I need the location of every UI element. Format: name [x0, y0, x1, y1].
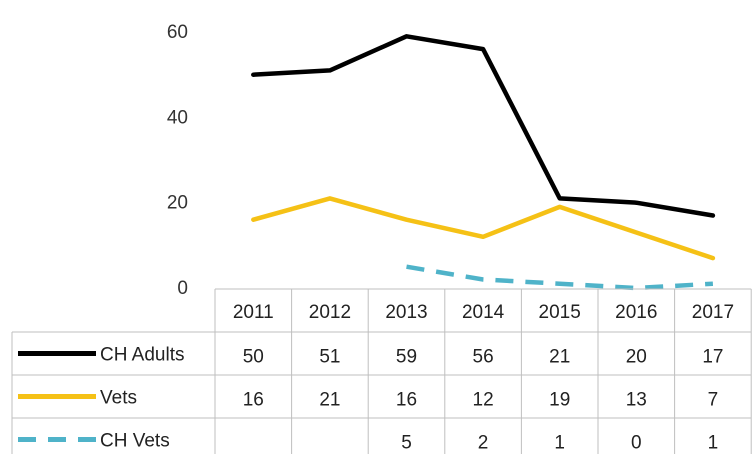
table-value: 7	[708, 390, 719, 411]
category-label: 2012	[309, 302, 351, 323]
series-name: CH Adults	[100, 345, 184, 366]
category-label: 2013	[385, 302, 427, 323]
table-value: 56	[473, 347, 494, 368]
series-name: CH Vets	[100, 431, 170, 452]
series-line-vets	[251, 196, 716, 261]
table-value: 59	[396, 347, 417, 368]
table-value: 13	[626, 390, 647, 411]
series-lines	[251, 34, 716, 291]
data-table-grid	[11, 288, 752, 454]
table-value: 16	[396, 390, 417, 411]
table-value: 21	[549, 347, 570, 368]
series-name: Vets	[100, 388, 137, 409]
table-value: 50	[243, 347, 264, 368]
y-axis-ticks: 0 20 40 60	[167, 22, 188, 299]
table-value: 2	[478, 433, 489, 454]
table-value: 51	[319, 347, 340, 368]
y-tick-label: 20	[167, 193, 188, 214]
category-label: 2017	[692, 302, 734, 323]
table-value: 20	[626, 347, 647, 368]
series-line-ch-vets	[406, 264, 714, 291]
table-value: 1	[554, 433, 565, 454]
table-value: 19	[549, 390, 570, 411]
category-label: 2011	[233, 302, 274, 323]
table-value: 16	[243, 390, 264, 411]
table-value: 21	[319, 390, 340, 411]
table-value: 0	[631, 433, 642, 454]
y-tick-label: 60	[167, 22, 188, 43]
table-value: 1	[708, 433, 719, 454]
y-tick-label: 40	[167, 107, 188, 128]
table-value: 17	[702, 347, 723, 368]
series-line-ch-adults	[251, 34, 716, 218]
category-label: 2015	[539, 302, 581, 323]
category-label: 2014	[462, 302, 505, 323]
table-value: 5	[401, 433, 412, 454]
table-value: 12	[473, 390, 494, 411]
category-label: 2016	[615, 302, 657, 323]
y-tick-label: 0	[177, 278, 188, 299]
